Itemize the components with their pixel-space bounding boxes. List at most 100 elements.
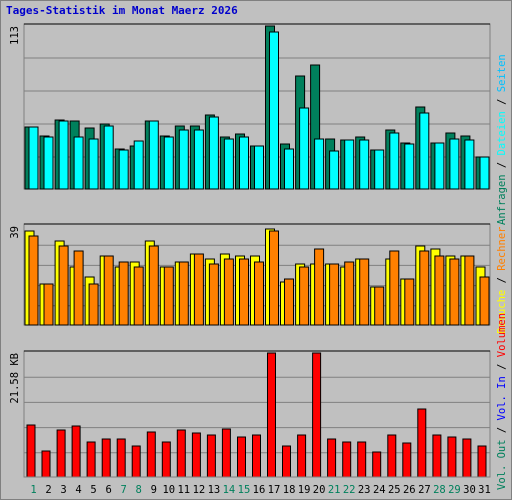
bar-dateien-day-18 — [284, 148, 294, 190]
bar-rechner-day-6 — [103, 255, 114, 326]
axis-label-dateien: Dateien — [496, 111, 508, 155]
day-tick-label: 29 — [448, 484, 461, 496]
panel-max-label: 39 — [9, 226, 21, 239]
bar-dateien-day-3 — [58, 120, 69, 190]
bar-volumen-day-13 — [206, 434, 216, 478]
bar-dateien-day-16 — [254, 145, 264, 190]
bar-volumen-day-16 — [252, 434, 261, 478]
day-tick-labels: 1 2 3 4 5 6 7 8 9 10 11 12 13 14 15 16 17 18 19 20 21 22 23 24 2… — [30, 484, 490, 496]
bar-dateien-day-20 — [314, 138, 325, 190]
separator: / — [496, 92, 508, 111]
bar-dateien-day-6 — [103, 125, 114, 190]
chart-title: Tages-Statistik im Monat Maerz 2026 — [6, 4, 238, 17]
bar-dateien-day-8 — [133, 140, 144, 190]
bar-volumen-day-1 — [26, 424, 36, 478]
separator: / — [496, 357, 508, 376]
bar-dateien-day-22 — [344, 139, 355, 190]
bar-rechner-day-26 — [404, 278, 415, 326]
day-tick-label: 13 — [208, 484, 221, 496]
bar-dateien-day-29 — [449, 138, 460, 190]
bar-dateien-day-27 — [419, 112, 430, 190]
bar-rechner-day-7 — [118, 261, 129, 326]
axis-label-besuche: Besuche — [496, 290, 508, 334]
bar-volumen-day-28 — [432, 434, 442, 478]
bar-volumen-day-31 — [477, 445, 487, 478]
axis-label-vol_in: Vol. In — [496, 376, 508, 420]
day-tick-label: 16 — [253, 484, 266, 496]
bar-volumen-day-11 — [176, 429, 186, 478]
bar-dateien-day-24 — [374, 149, 385, 190]
bar-volumen-day-19 — [297, 434, 307, 478]
day-tick-label: 23 — [358, 484, 371, 496]
bar-dateien-day-10 — [163, 136, 174, 190]
bar-volumen-day-29 — [447, 436, 457, 478]
bar-volumen-day-10 — [161, 441, 171, 478]
bar-volumen-day-7 — [116, 438, 126, 478]
bar-volumen-day-24 — [372, 451, 382, 478]
bar-dateien-day-31 — [479, 156, 490, 190]
bar-volumen-day-20 — [312, 352, 322, 478]
bar-rechner-day-27 — [419, 250, 430, 326]
bar-dateien-day-4 — [73, 136, 84, 190]
day-tick-label: 6 — [106, 484, 112, 496]
day-tick-label: 5 — [90, 484, 96, 496]
bar-dateien-day-11 — [178, 129, 189, 190]
bar-volumen-day-23 — [357, 441, 367, 478]
bar-dateien-day-21 — [329, 150, 340, 190]
bar-volumen-day-15 — [237, 436, 246, 478]
day-tick-label: 12 — [193, 484, 206, 496]
side-label-group: Anfragen / Dateien / Seiten — [496, 54, 508, 225]
bar-rechner-day-15 — [239, 258, 249, 326]
bar-rechner-day-24 — [374, 286, 385, 326]
bar-dateien-day-15 — [239, 136, 249, 190]
bar-rechner-day-3 — [58, 245, 69, 326]
day-tick-label: 10 — [162, 484, 175, 496]
bar-volumen-day-6 — [101, 438, 111, 478]
bar-rechner-day-10 — [163, 266, 174, 326]
bar-volumen-day-22 — [342, 441, 352, 478]
day-tick-label: 8 — [136, 484, 142, 496]
day-tick-label: 3 — [60, 484, 66, 496]
bar-volumen-day-27 — [417, 408, 427, 478]
bar-volumen-day-9 — [146, 431, 156, 478]
bar-rechner-day-31 — [479, 276, 490, 326]
chart-panels: 113 39 21.58 KB — [9, 23, 491, 478]
bar-rechner-day-25 — [389, 250, 400, 326]
bar-rechner-day-28 — [434, 255, 445, 326]
bar-dateien-day-9 — [148, 120, 159, 190]
bar-rechner-day-13 — [208, 263, 219, 326]
bar-dateien-day-17 — [269, 31, 279, 190]
series-axis-labels: Anfragen / Dateien / Seiten Besuche / Rec… — [496, 54, 508, 490]
day-tick-label: 14 — [223, 484, 236, 496]
day-tick-label: 27 — [418, 484, 431, 496]
axis-label-rechner: Rechner — [496, 227, 508, 271]
bar-rechner-day-23 — [359, 258, 370, 326]
day-tick-label: 30 — [463, 484, 476, 496]
bar-rechner-day-12 — [193, 253, 204, 326]
bar-rechner-day-20 — [314, 248, 325, 326]
bar-rechner-day-16 — [254, 261, 264, 326]
day-tick-label: 15 — [238, 484, 251, 496]
panel-volume: 21.58 KB — [9, 350, 491, 478]
bar-rechner-day-17 — [269, 230, 279, 326]
bar-rechner-day-8 — [133, 266, 144, 326]
bar-rechner-day-2 — [43, 283, 54, 326]
day-tick-label: 17 — [268, 484, 281, 496]
bar-dateien-day-5 — [88, 138, 99, 190]
bar-dateien-day-2 — [43, 136, 54, 190]
day-tick-label: 9 — [151, 484, 157, 496]
day-tick-label: 22 — [343, 484, 356, 496]
bar-rechner-day-5 — [88, 283, 99, 326]
day-tick-label: 18 — [283, 484, 296, 496]
axis-label-seiten: Seiten — [496, 54, 508, 92]
day-tick-label: 7 — [121, 484, 127, 496]
bar-dateien-day-28 — [434, 142, 445, 190]
day-tick-label: 2 — [45, 484, 51, 496]
bar-rechner-day-18 — [284, 278, 294, 326]
bar-dateien-day-13 — [208, 116, 219, 190]
axis-label-anfragen: Anfragen — [496, 174, 508, 225]
separator: / — [496, 420, 508, 439]
bar-dateien-day-19 — [299, 107, 310, 190]
separator: / — [496, 271, 508, 290]
